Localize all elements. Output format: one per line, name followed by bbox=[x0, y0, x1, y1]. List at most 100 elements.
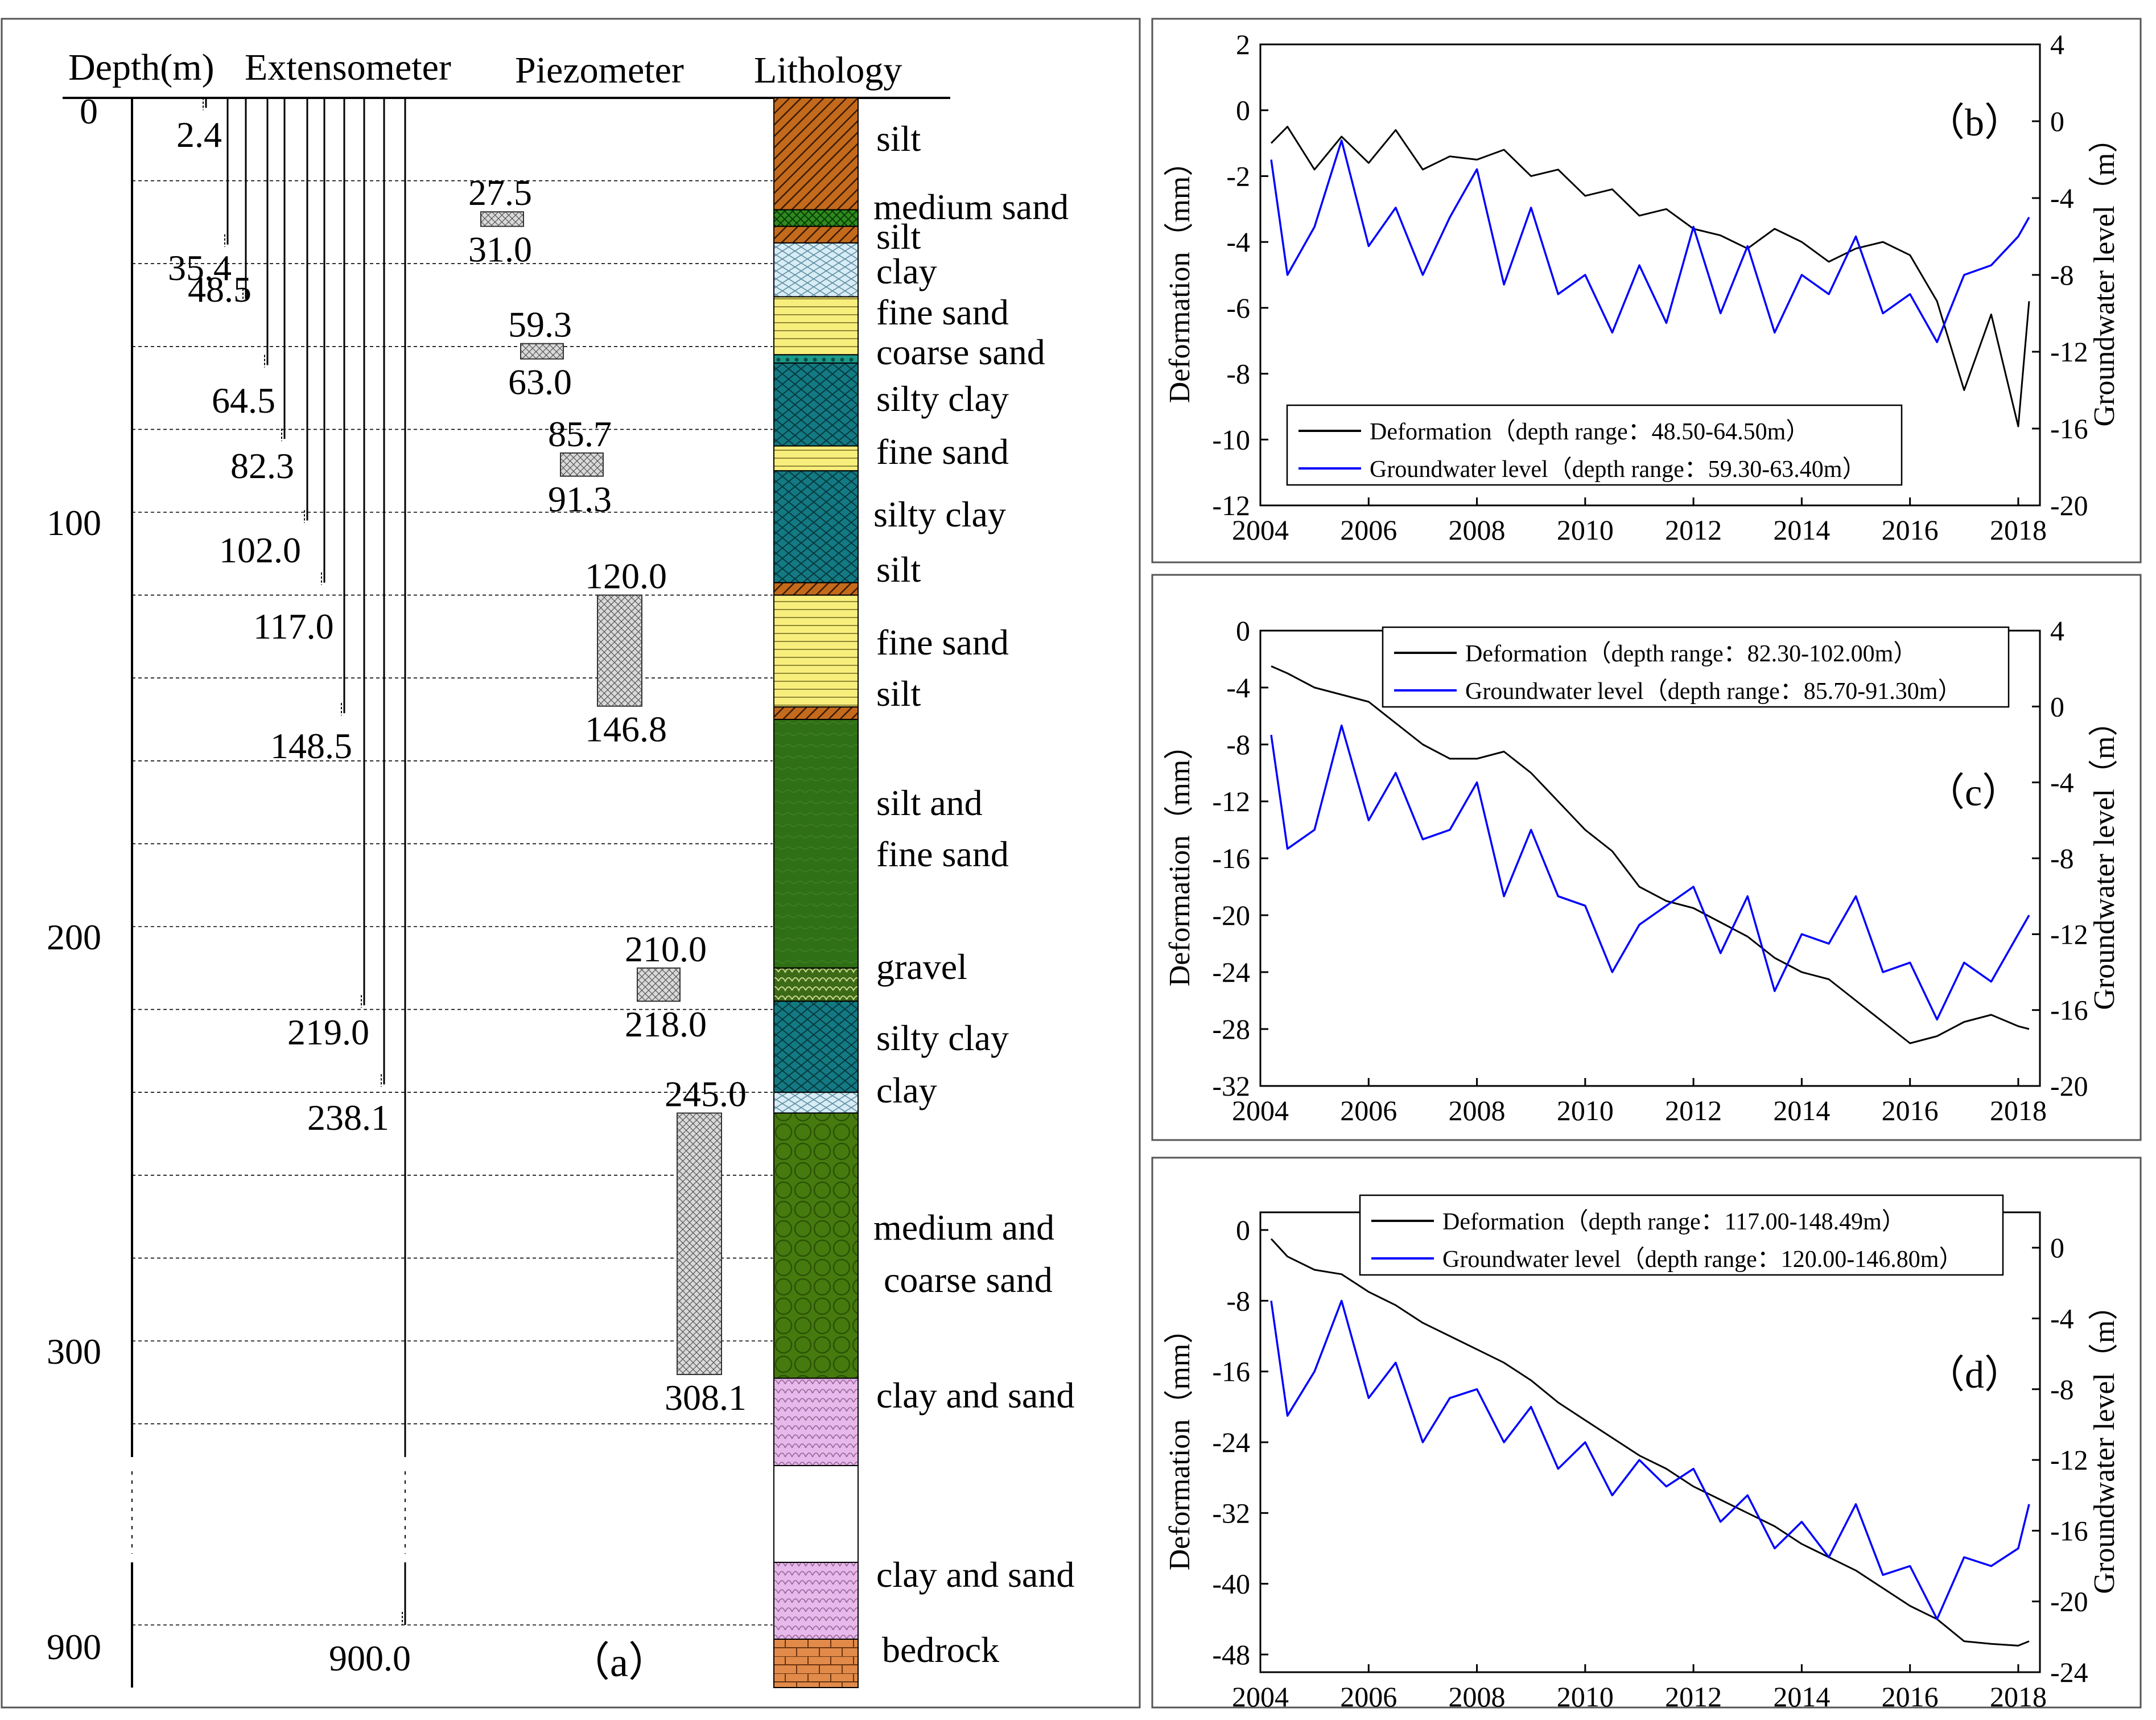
plot-area bbox=[1259, 1211, 2041, 1673]
legend-entry: Groundwater level（depth range：85.70-91.3… bbox=[1465, 678, 1961, 705]
y-left-tick-label: -32 bbox=[1212, 1497, 1250, 1529]
header-depth: Depth(m) bbox=[68, 47, 215, 88]
y-right-tick-label: 0 bbox=[2050, 105, 2064, 137]
lithology-label: fine sand bbox=[876, 292, 1009, 332]
x-tick-label: 2010 bbox=[1557, 1094, 1614, 1126]
panel-label: （c） bbox=[1926, 771, 2021, 814]
y-left-tick-label: 0 bbox=[1236, 94, 1250, 126]
x-tick-label: 2008 bbox=[1449, 514, 1506, 546]
extensometer-depth-label: 148.5 bbox=[270, 726, 352, 766]
y-right-tick-label: -16 bbox=[2050, 413, 2088, 445]
lithology-layer bbox=[773, 1092, 859, 1114]
lithology-label: fine sand bbox=[876, 431, 1009, 472]
lithology-layer bbox=[773, 362, 859, 447]
y-left-tick-label: -8 bbox=[1226, 1285, 1250, 1316]
y-right-tick-label: -12 bbox=[2050, 918, 2088, 950]
y-left-tick-label: -8 bbox=[1226, 358, 1250, 390]
y-right-tick-label: 0 bbox=[2050, 690, 2064, 722]
piezometer-bottom-label: 91.3 bbox=[548, 479, 612, 520]
y-left-axis-label: Deformation（mm） bbox=[1164, 1314, 1196, 1571]
lithology-label: silt and fine sand bbox=[876, 783, 1009, 874]
piezometer-top-label: 245.0 bbox=[665, 1074, 747, 1114]
lithology-label: silt bbox=[876, 118, 921, 159]
x-tick-label: 2018 bbox=[1990, 1681, 2047, 1713]
y-left-tick-label: -16 bbox=[1212, 1356, 1250, 1388]
panel-a-borehole: 0 100 200 300 900 2.4 35.448.5 64.5 82.3 102.0 117… bbox=[47, 91, 1074, 1688]
lithology-layer bbox=[773, 296, 859, 356]
panel-label: （b） bbox=[1926, 101, 2023, 144]
x-tick-label: 2006 bbox=[1340, 514, 1397, 546]
extensometer-depth-label: 64.5 bbox=[212, 380, 275, 421]
x-tick-label: 2006 bbox=[1340, 1094, 1397, 1126]
y-right-axis-label: Groundwater level（m） bbox=[2088, 1291, 2121, 1594]
deformation-line bbox=[1270, 126, 2030, 427]
x-tick-label: 2016 bbox=[1882, 1094, 1939, 1126]
y-left-tick-label: -32 bbox=[1212, 1070, 1250, 1102]
legend-entry: Deformation（depth range：48.50-64.50m） bbox=[1370, 419, 1809, 445]
lithology-label: silt bbox=[876, 216, 921, 257]
panel-b-frame bbox=[1151, 18, 2142, 563]
panel-c-frame bbox=[1151, 574, 2142, 1141]
piezometer-top-label: 59.3 bbox=[508, 305, 572, 345]
lithology-layer bbox=[773, 1001, 859, 1093]
lithology-layer bbox=[773, 97, 859, 211]
x-tick-label: 2006 bbox=[1340, 1681, 1397, 1713]
x-tick-label: 2012 bbox=[1665, 1094, 1722, 1126]
lithology-label: coarse sand bbox=[876, 332, 1045, 372]
lithology-layer bbox=[773, 967, 859, 1002]
depth-tick-label: 200 bbox=[47, 917, 101, 957]
lithology-layer bbox=[773, 209, 859, 227]
chart-b: 2004 2006 2008 2010 2012 2014 2016 2018 2 0 -2 -4 -6… bbox=[1164, 28, 2121, 546]
y-left-axis-label: Deformation（mm） bbox=[1164, 147, 1196, 404]
y-left-tick-label: -16 bbox=[1212, 842, 1250, 874]
y-left-tick-label: -28 bbox=[1212, 1013, 1250, 1045]
y-right-tick-label: -20 bbox=[2050, 489, 2088, 521]
y-right-axis-label: Groundwater level（m） bbox=[2088, 707, 2121, 1010]
y-left-tick-label: 0 bbox=[1236, 615, 1250, 647]
piezometer-screen bbox=[480, 211, 524, 227]
header-piezometer: Piezometer bbox=[515, 50, 684, 91]
lithology-layer bbox=[773, 470, 859, 583]
extensometer-depth-label: 238.1 bbox=[307, 1097, 389, 1138]
lithology-label: fine sand bbox=[876, 622, 1009, 663]
y-left-tick-label: -48 bbox=[1212, 1639, 1250, 1670]
legend-box bbox=[1359, 1194, 2004, 1276]
lithology-label: clay bbox=[876, 1070, 937, 1110]
depth-tick-label: 0 bbox=[80, 91, 98, 131]
lithology-layer bbox=[773, 225, 859, 244]
y-left-tick-label: -10 bbox=[1212, 423, 1250, 455]
y-right-tick-label: -4 bbox=[2050, 767, 2074, 799]
extensometer-depth-label: 102.0 bbox=[219, 530, 301, 570]
y-right-tick-label: -8 bbox=[2050, 259, 2074, 291]
y-left-tick-label: -2 bbox=[1226, 160, 1250, 192]
x-tick-label: 2012 bbox=[1665, 514, 1722, 546]
x-tick-label: 2008 bbox=[1449, 1681, 1506, 1713]
y-left-tick-label: -6 bbox=[1226, 292, 1250, 324]
x-tick-label: 2014 bbox=[1773, 514, 1830, 546]
deformation-line bbox=[1270, 1238, 2030, 1647]
x-tick-label: 2010 bbox=[1557, 514, 1614, 546]
piezometer-screen bbox=[637, 967, 681, 1002]
y-left-tick-label: -24 bbox=[1212, 956, 1250, 988]
piezometer-bottom-label: 308.1 bbox=[665, 1377, 747, 1418]
extensometer-depth-label: 219.0 bbox=[287, 1012, 369, 1052]
groundwater-line bbox=[1270, 1299, 2030, 1620]
y-right-tick-label: -12 bbox=[2050, 1444, 2088, 1476]
header-extensometer: Extensometer bbox=[245, 47, 451, 88]
y-left-tick-label: -8 bbox=[1226, 729, 1250, 760]
y-left-tick-label: -40 bbox=[1212, 1568, 1250, 1600]
x-tick-label: 2012 bbox=[1665, 1681, 1722, 1713]
lithology-layer bbox=[773, 1639, 859, 1688]
y-right-tick-label: -4 bbox=[2050, 1302, 2074, 1334]
y-right-tick-label: -24 bbox=[2050, 1656, 2088, 1688]
chart-d: 2004 2006 2008 2010 2012 2014 2016 2018 0 -8 -16 -2… bbox=[1164, 1194, 2121, 1713]
lithology-layer bbox=[773, 242, 859, 298]
y-left-tick-label: 2 bbox=[1236, 28, 1250, 60]
piezometer-bottom-label: 63.0 bbox=[508, 362, 572, 402]
depth-tick-label: 900 bbox=[47, 1627, 101, 1667]
y-left-tick-label: -4 bbox=[1226, 226, 1250, 258]
y-right-tick-label: -8 bbox=[2050, 842, 2074, 874]
lithology-layer bbox=[773, 719, 859, 969]
y-right-tick-label: -20 bbox=[2050, 1586, 2088, 1618]
y-right-tick-label: -12 bbox=[2050, 336, 2088, 368]
